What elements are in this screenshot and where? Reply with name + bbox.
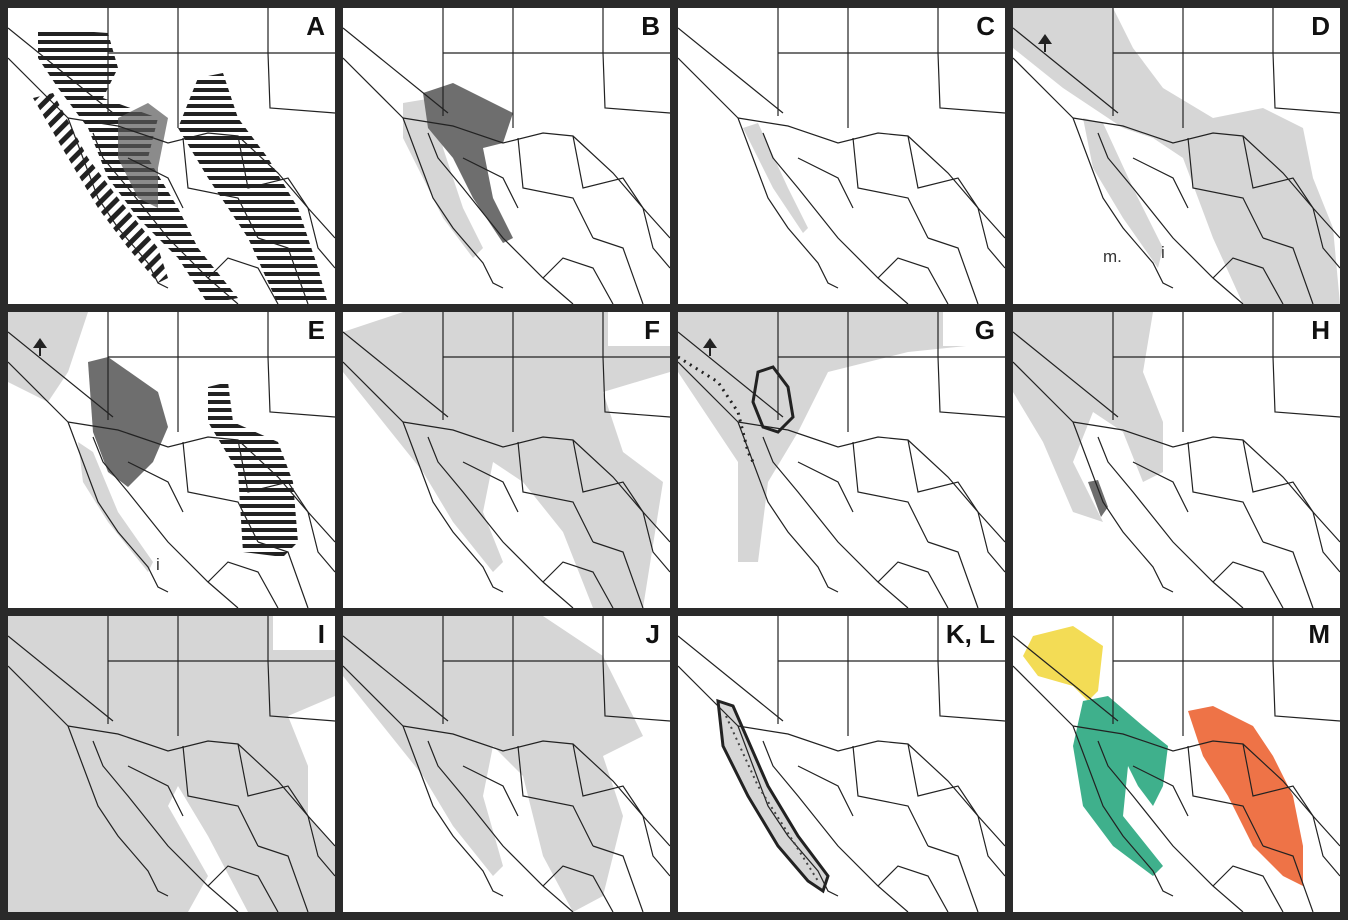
panel-body: F <box>343 312 670 608</box>
map-panel: J <box>343 616 670 912</box>
map-panel: Ei <box>8 312 335 608</box>
map-panel: G <box>678 312 1005 608</box>
label-box <box>608 312 670 346</box>
panel-label: I <box>318 619 325 649</box>
map-panel: B <box>343 8 670 304</box>
label-box <box>273 312 335 346</box>
panel-label: H <box>1311 315 1330 345</box>
map-panel: I <box>8 616 335 912</box>
panel-body: J <box>343 616 670 912</box>
label-box <box>608 616 670 650</box>
map-panel: Dm. i <box>1013 8 1340 304</box>
panel-body: C <box>678 8 1005 304</box>
panel-body: H <box>1013 312 1340 608</box>
panel-body: G <box>678 312 1005 608</box>
map-panel: C <box>678 8 1005 304</box>
panel-label: B <box>641 11 660 41</box>
panel-label: G <box>975 315 995 345</box>
annotation: i <box>1161 243 1165 262</box>
panel-body: Ei <box>8 312 335 608</box>
map-panel: K, L <box>678 616 1005 912</box>
panel-label: J <box>646 619 660 649</box>
label-box <box>273 8 335 42</box>
label-box <box>1278 8 1340 42</box>
map-panel: A <box>8 8 335 304</box>
map-panel: F <box>343 312 670 608</box>
panel-label: C <box>976 11 995 41</box>
panel-body: I <box>8 616 335 912</box>
panel-body: M <box>1013 616 1340 912</box>
panel-label: A <box>306 11 325 41</box>
label-box <box>608 8 670 42</box>
map-panel: H <box>1013 312 1340 608</box>
panel-body: B <box>343 8 670 304</box>
annotation: i <box>156 555 160 574</box>
annotation: m. <box>1103 247 1122 266</box>
panel-label: E <box>308 315 325 345</box>
map-panel: M <box>1013 616 1340 912</box>
label-box <box>943 8 1005 42</box>
figure: ABCDm.iEiFGHIJK, LM <box>0 0 1348 920</box>
panel-label: F <box>644 315 660 345</box>
panel-label: M <box>1308 619 1330 649</box>
label-box <box>1278 312 1340 346</box>
panel-label: K, L <box>946 619 995 649</box>
panel-label: D <box>1311 11 1330 41</box>
panel-body: A <box>8 8 335 304</box>
panel-body: K, L <box>678 616 1005 912</box>
panel-body: Dm. i <box>1013 8 1340 304</box>
label-box <box>273 616 335 650</box>
